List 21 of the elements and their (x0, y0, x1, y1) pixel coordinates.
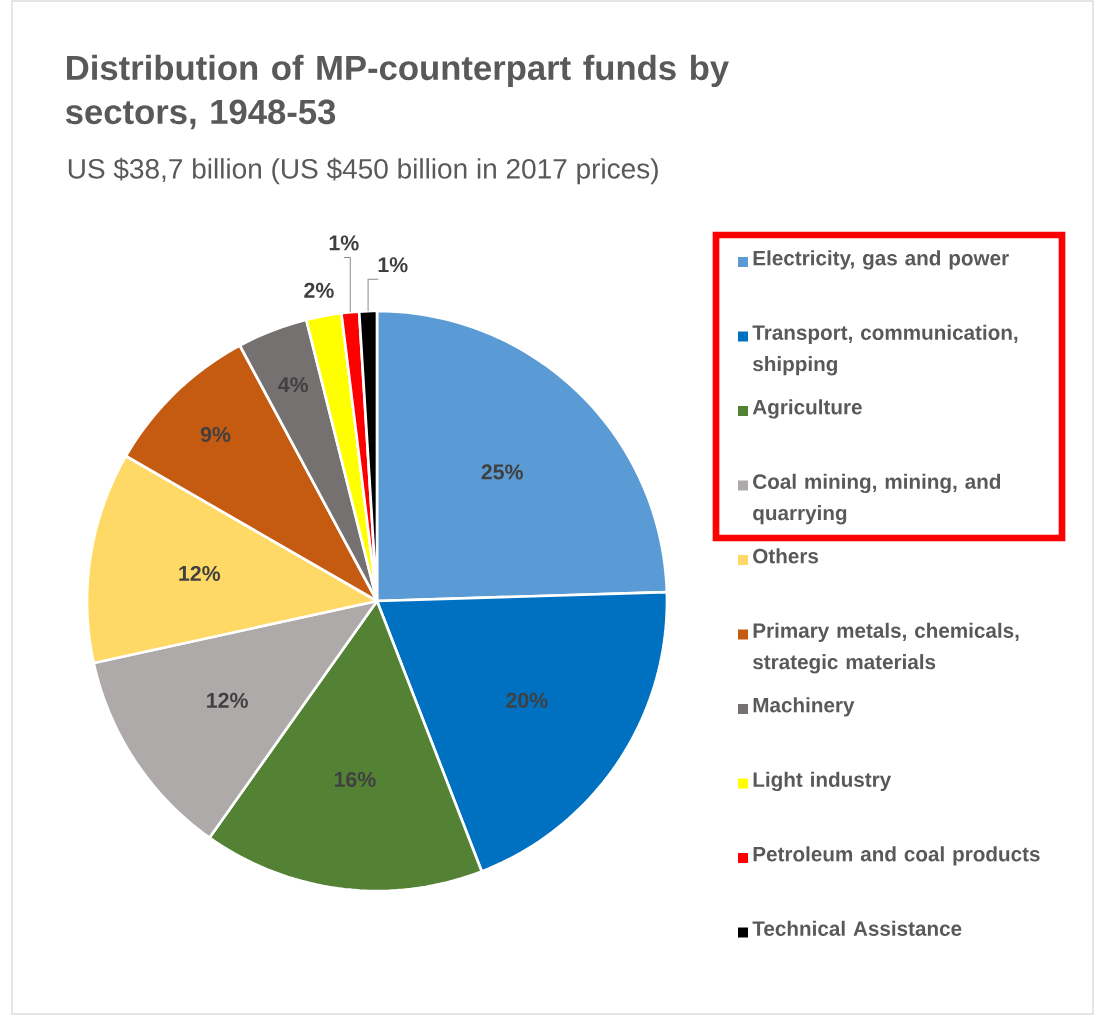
data-label: 1% (378, 257, 408, 273)
data-label: 9% (200, 426, 231, 442)
data-label: 12% (207, 692, 248, 708)
legend-label: Agriculture (752, 399, 862, 419)
data-label: 20% (506, 692, 548, 708)
legend-label: Machinery (753, 697, 855, 717)
data-label: 16% (334, 771, 376, 787)
data-label: 1% (329, 235, 359, 251)
legend-label: Primary metals, chemicals, strategic materials (753, 622, 1019, 674)
legend-label: Petroleum and coal products (753, 846, 1040, 866)
chart-subtitle: US $38,7 billion (US $450 billion in 2017 prices) (68, 157, 658, 185)
legend-label: Light industry (753, 771, 892, 792)
legend-label: Others (753, 548, 819, 564)
legend-label: Technical Assistance (752, 920, 962, 936)
legend-label: Transport, communication, shipping (752, 324, 1018, 376)
data-label: 25% (481, 464, 523, 480)
legend-label: Electricity, gas and power (753, 250, 1009, 270)
data-label: 12% (179, 565, 221, 581)
data-label: 2% (304, 282, 334, 298)
legend-label: Coal mining, mining, and quarrying (753, 473, 1001, 525)
chart-title: Distribution of MP-counterpart funds by sectors, 1948-53 (65, 54, 729, 130)
